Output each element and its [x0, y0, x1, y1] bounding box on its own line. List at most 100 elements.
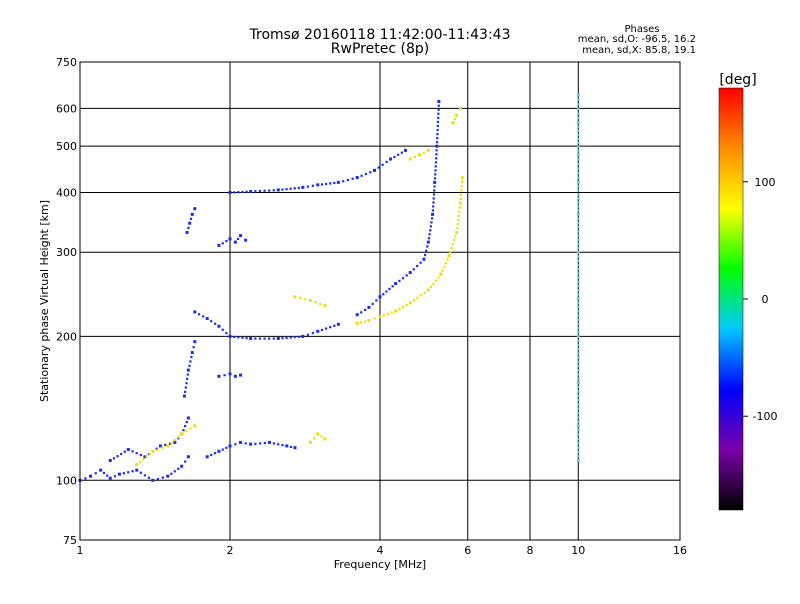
data-point — [426, 240, 430, 244]
x-tick-label: 10 — [571, 544, 585, 557]
data-point — [272, 442, 275, 445]
data-point — [289, 445, 293, 449]
data-point — [435, 153, 438, 156]
y-tick-label: 100 — [56, 474, 77, 487]
data-point — [186, 416, 190, 420]
data-point — [577, 149, 580, 152]
x-tick-label: 8 — [527, 544, 534, 557]
data-point — [576, 250, 580, 254]
colorbar-unit: [deg] — [719, 72, 756, 88]
data-point — [460, 180, 464, 183]
data-point — [577, 398, 580, 402]
data-point — [577, 301, 580, 304]
data-point — [336, 180, 340, 184]
data-point — [412, 268, 415, 271]
data-point — [433, 185, 436, 188]
data-point — [435, 144, 439, 148]
data-point — [451, 243, 454, 246]
data-point — [577, 276, 580, 279]
data-point — [576, 334, 580, 338]
data-point — [135, 468, 139, 472]
data-point — [413, 155, 417, 159]
data-point — [205, 316, 209, 320]
data-point — [436, 132, 439, 136]
data-point — [185, 230, 189, 234]
data-point — [577, 280, 580, 283]
data-point — [457, 218, 460, 222]
data-point — [422, 257, 426, 261]
data-point — [577, 205, 580, 208]
data-point — [389, 157, 393, 161]
data-point — [355, 175, 359, 179]
data-point — [436, 128, 439, 132]
data-point — [432, 193, 436, 196]
data-point — [308, 298, 312, 302]
data-point — [116, 455, 119, 458]
data-point — [138, 460, 142, 463]
data-point — [456, 227, 459, 230]
data-point — [577, 112, 580, 115]
data-point — [99, 468, 103, 472]
data-point — [577, 230, 580, 233]
data-point — [184, 390, 187, 393]
data-point — [577, 450, 580, 454]
data-point — [120, 452, 123, 456]
data-point — [369, 171, 372, 174]
data-point — [417, 153, 421, 157]
data-point — [433, 189, 436, 192]
data-point — [577, 377, 580, 380]
data-point — [89, 474, 93, 478]
data-point — [434, 173, 437, 176]
data-point — [143, 455, 147, 459]
data-point — [577, 394, 580, 397]
data-point — [429, 285, 433, 289]
x-tick-label: 1 — [77, 544, 84, 557]
data-point — [363, 320, 367, 323]
data-point — [301, 334, 305, 338]
y-tick-label: 600 — [56, 102, 77, 115]
data-point — [268, 337, 271, 340]
data-point — [426, 245, 429, 248]
data-point — [263, 189, 266, 192]
data-point — [577, 209, 580, 212]
data-point — [437, 112, 440, 115]
data-point — [403, 148, 407, 152]
x-tick-labels: 1 2 4 6 8 10 16 — [77, 544, 688, 557]
data-point — [439, 272, 443, 276]
data-point — [577, 433, 580, 436]
data-point — [217, 324, 221, 328]
data-point — [213, 322, 217, 325]
data-point — [106, 474, 109, 477]
data-point — [161, 476, 164, 479]
data-point — [324, 327, 328, 330]
data-point — [234, 443, 237, 446]
y-tick-label: 500 — [56, 140, 77, 153]
data-point — [434, 161, 438, 164]
data-point — [276, 336, 280, 340]
data-point — [166, 444, 170, 448]
data-point — [381, 163, 384, 166]
y-tick-label: 750 — [56, 56, 77, 69]
data-point — [435, 157, 438, 160]
data-point — [267, 440, 271, 444]
data-point — [285, 336, 288, 339]
data-point — [249, 189, 253, 193]
data-point — [577, 125, 580, 128]
data-point — [297, 335, 300, 338]
data-point — [577, 103, 580, 106]
data-point — [459, 197, 462, 201]
data-point — [285, 188, 288, 191]
data-point — [454, 235, 457, 238]
data-point — [151, 478, 155, 482]
y-tick-label: 300 — [56, 246, 77, 259]
data-point — [577, 145, 580, 148]
data-point — [188, 221, 192, 225]
colorbar — [718, 87, 744, 511]
data-point — [577, 185, 580, 188]
data-point — [456, 223, 459, 226]
data-point — [577, 429, 580, 432]
data-point — [239, 234, 243, 238]
data-point — [576, 93, 580, 97]
data-point — [447, 254, 451, 258]
data-point — [433, 180, 437, 184]
